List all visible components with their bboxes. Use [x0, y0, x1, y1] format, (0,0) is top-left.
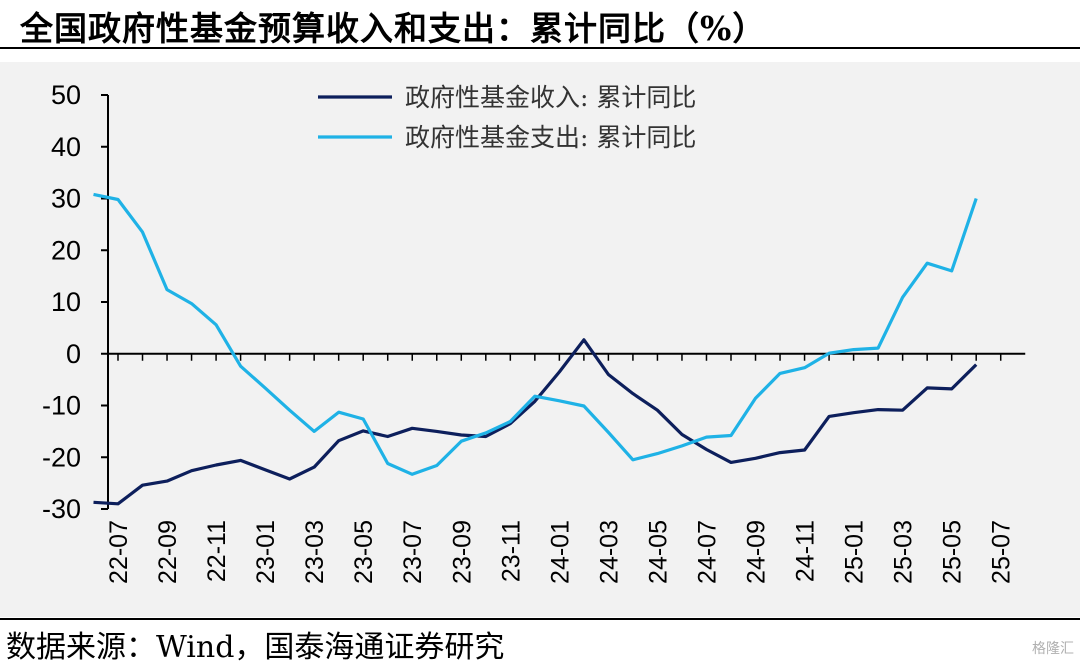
x-tick-label: 23-09 [448, 520, 476, 584]
chart-title: 全国政府性基金预算收入和支出：累计同比（%） [20, 9, 767, 48]
x-tick-label: 25-03 [890, 520, 918, 584]
x-tick-label: 22-09 [154, 520, 182, 584]
watermark-logo: 格隆汇 [1032, 641, 1074, 657]
x-tick-label: 24-03 [595, 520, 623, 584]
x-tick-label: 22-07 [105, 520, 133, 584]
source-note: 数据来源：Wind，国泰海通证券研究 [6, 630, 505, 665]
y-tick-label: -30 [42, 494, 81, 524]
y-tick-label: -20 [42, 442, 81, 472]
title-divider [0, 47, 1080, 49]
y-tick-label: 40 [51, 132, 81, 162]
y-tick-label: 0 [66, 339, 81, 369]
series-line-expenditure [93, 192, 978, 476]
x-tick-label: 23-03 [301, 520, 329, 584]
x-tick-label: 23-07 [399, 520, 427, 584]
legend-label: 政府性基金支出: 累计同比 [405, 123, 696, 152]
x-tick-label: 24-09 [743, 520, 771, 584]
source-divider [0, 618, 1080, 620]
x-tick-label: 23-11 [497, 520, 525, 582]
x-tick-label: 24-05 [644, 520, 672, 584]
x-tick-label: 24-11 [792, 520, 820, 582]
y-tick-label: -10 [42, 391, 81, 421]
x-tick-label: 24-07 [693, 520, 721, 584]
y-tick-label: 30 [51, 184, 81, 214]
x-tick-label: 23-05 [350, 520, 378, 584]
y-tick-label: 50 [51, 80, 81, 110]
series-line-revenue [93, 338, 978, 506]
axes: 50 40 30 20 10 0 -10 -20 -30 22-07 22-09 22-11 23-01… [42, 80, 1026, 584]
x-tick-label: 24-01 [546, 520, 574, 584]
series-layer [93, 192, 978, 506]
plot-background [0, 62, 1080, 617]
legend-label: 政府性基金收入: 累计同比 [405, 83, 696, 112]
x-tick-label: 25-07 [988, 520, 1016, 584]
y-tick-label: 20 [51, 235, 81, 265]
x-tick-label: 22-11 [203, 520, 231, 582]
y-tick-label: 10 [51, 287, 81, 317]
x-tick-label: 25-05 [939, 520, 967, 584]
x-tick-label: 23-01 [252, 520, 280, 584]
x-tick-label: 25-01 [841, 520, 869, 584]
